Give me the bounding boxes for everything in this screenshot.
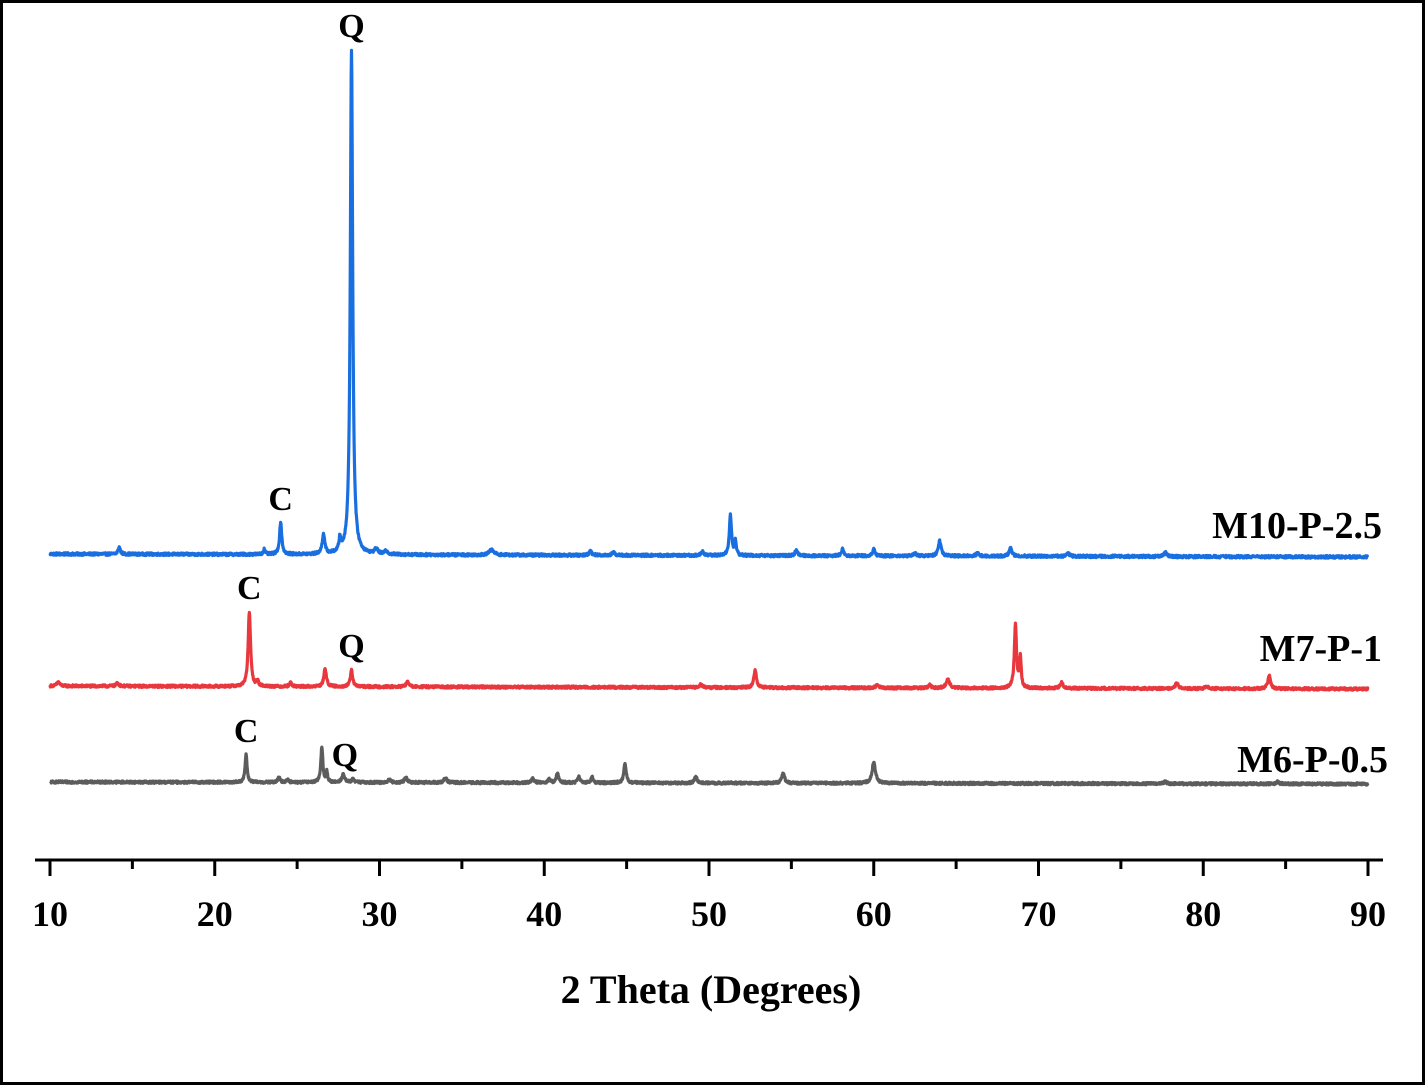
peak-label: C <box>234 713 259 750</box>
x-tick-label: 10 <box>32 894 68 934</box>
peak-label: C <box>237 570 262 607</box>
series-label: M6-P-0.5 <box>1237 739 1388 781</box>
series-label: M10-P-2.5 <box>1212 505 1382 547</box>
peak-label: Q <box>338 628 364 665</box>
x-tick-label: 30 <box>362 894 398 934</box>
x-ticks <box>48 860 1370 876</box>
series-label: M7-P-1 <box>1260 628 1382 670</box>
x-tick-label: 40 <box>526 894 562 934</box>
x-tick-label: 70 <box>1021 894 1057 934</box>
series-line <box>48 610 1370 692</box>
x-tick-labels: 10 20 30 40 50 60 70 80 90 <box>32 894 1386 934</box>
peak-label: Q <box>332 737 358 774</box>
series-line <box>48 745 1370 787</box>
series-labels: M10-P-2.5 M7-P-1 M6-P-0.5 <box>1212 505 1388 781</box>
traces <box>48 48 1370 787</box>
peak-label: Q <box>338 8 364 45</box>
x-axis-title: 2 Theta (Degrees) <box>561 967 862 1012</box>
x-tick-label: 60 <box>856 894 892 934</box>
x-tick-label: 50 <box>691 894 727 934</box>
x-tick-label: 80 <box>1185 894 1221 934</box>
peak-annotations: C Q C Q C Q <box>234 8 365 774</box>
x-axis: 10 20 30 40 50 60 70 80 90 <box>32 858 1386 934</box>
peak-label: C <box>268 481 293 518</box>
x-tick-label: 90 <box>1350 894 1386 934</box>
series-line <box>48 48 1370 560</box>
x-tick-label: 20 <box>197 894 233 934</box>
